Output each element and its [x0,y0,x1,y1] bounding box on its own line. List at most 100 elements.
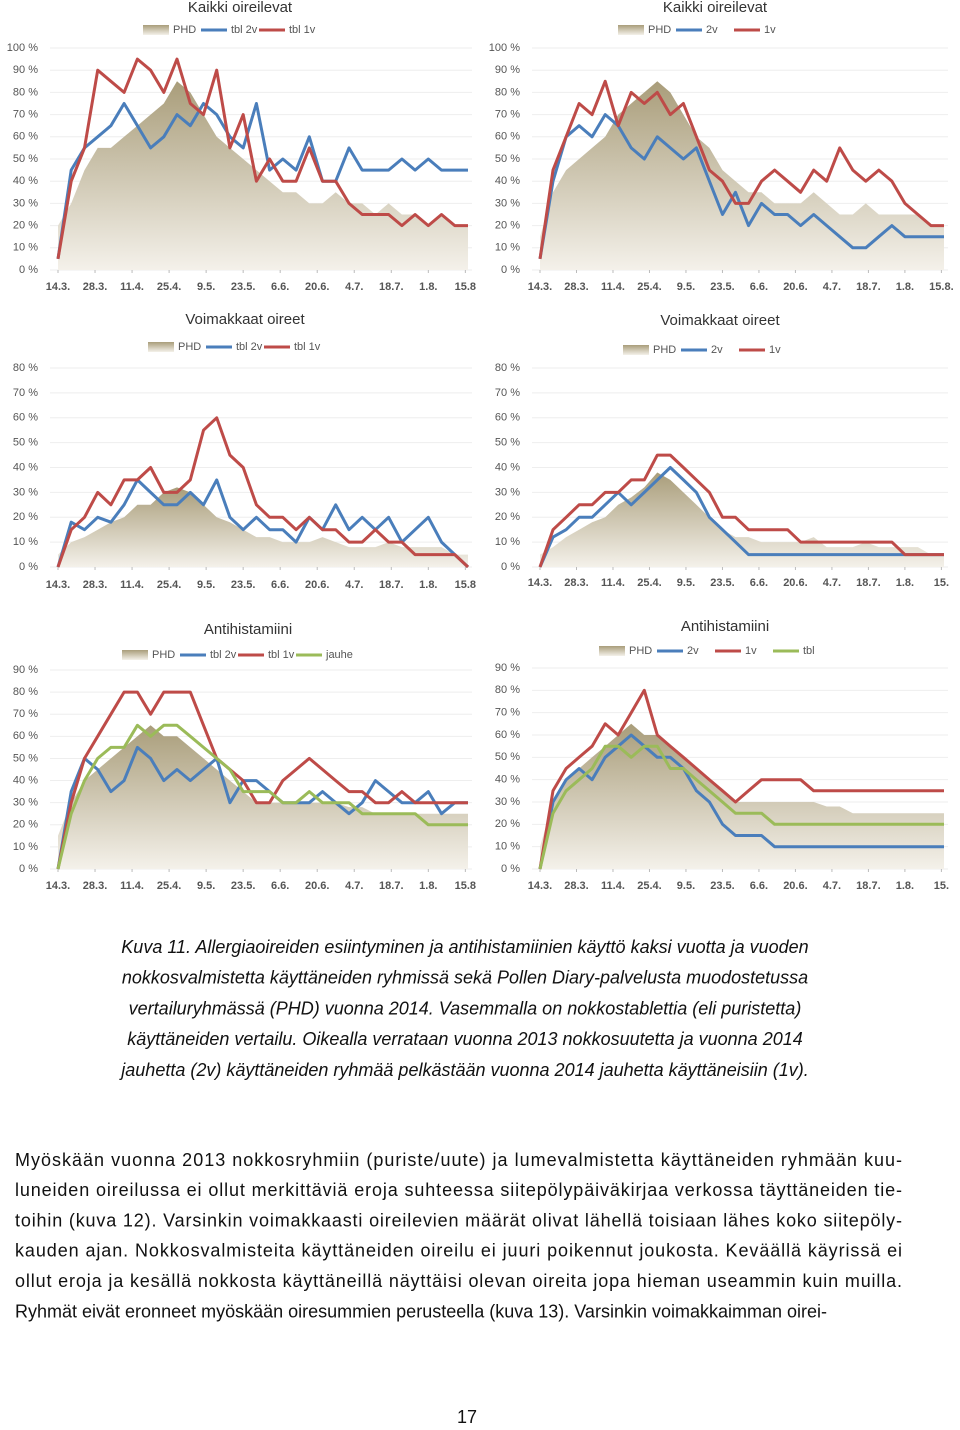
y-tick-label: 20 % [495,511,520,523]
y-tick-label: 30 % [495,197,520,209]
x-tick-label: 1.8. [896,880,914,892]
x-tick-label: 4.7. [345,281,363,293]
x-tick-label: 11.4. [120,281,144,293]
body-line: Ryhmät eivät eronneet myöskään oiresummi… [15,1301,827,1321]
x-tick-label: 20.6. [305,579,329,591]
y-tick-label: 10 % [495,536,520,548]
y-tick-label: 20 % [13,511,38,523]
x-tick-label: 11.4. [120,579,144,591]
y-tick-label: 10 % [13,536,38,548]
area [540,723,944,869]
legend-label: jauhe [325,649,353,661]
y-tick-label: 80 % [495,362,520,374]
x-tick-label: 1.8. [419,281,437,293]
x-tick-label: 15.8 [455,281,476,293]
y-tick-label: 30 % [495,796,520,808]
legend-label: PHD [629,645,652,657]
x-tick-label: 1.8. [419,579,437,591]
y-tick-label: 80 % [495,86,520,98]
y-tick-label: 10 % [13,841,38,853]
y-tick-label: 70 % [13,109,38,121]
caption-line: jauhetta (2v) käyttäneiden ryhmää pelkäs… [118,1060,808,1080]
y-tick-label: 60 % [13,730,38,742]
x-tick-label: 25.4. [637,880,661,892]
series-line [538,113,944,260]
x-tick-label: 20.6. [305,281,329,293]
y-tick-label: 20 % [13,220,38,232]
legend-label: PHD [178,341,201,353]
chart-title: Kaikki oireilevat [188,0,293,16]
x-tick-label: 11.4. [601,577,625,589]
series-line [538,79,944,260]
y-tick-label: 0 % [501,264,520,276]
series-line [538,688,944,870]
x-tick-label: 15.8 [455,579,476,591]
y-tick-label: 70 % [495,707,520,719]
x-tick-label: 23.5. [231,880,255,892]
x-tick-label: 25.4. [637,577,661,589]
x-tick-label: 4.7. [823,281,841,293]
page-number: 17 [457,1407,477,1427]
y-tick-label: 10 % [495,242,520,254]
x-tick-label: 23.5. [710,577,734,589]
y-tick-label: 80 % [13,686,38,698]
y-tick-label: 0 % [501,863,520,875]
x-tick-label: 23.5. [231,281,255,293]
legend-label: PHD [648,24,671,36]
legend-label: PHD [173,24,196,36]
x-tick-label: 4.7. [345,880,363,892]
x-tick-label: 28.3. [83,281,107,293]
area [58,487,468,567]
y-tick-label: 90 % [495,64,520,76]
series-line [538,466,944,568]
legend-swatch [122,650,148,660]
y-tick-label: 50 % [13,153,38,165]
legend-swatch [618,25,644,35]
legend-label: 1v [769,344,781,356]
x-tick-label: 9.5. [677,880,695,892]
x-tick-label: 14.3. [46,281,70,293]
caption-line: vertailuryhmässä (PHD) vuonna 2014. Vase… [129,998,802,1018]
x-tick-label: 6.6. [750,577,768,589]
y-tick-label: 90 % [13,64,38,76]
caption-line: nokkosvalmistetta käyttäneiden ryhmissä … [122,968,808,988]
area [540,472,944,567]
legend-label: tbl 2v [236,341,263,353]
x-tick-label: 18.7. [856,880,880,892]
y-tick-label: 50 % [495,153,520,165]
legend-label: PHD [152,649,175,661]
y-tick-label: 70 % [13,708,38,720]
y-tick-label: 40 % [495,175,520,187]
legend-swatch [599,646,625,656]
y-tick-label: 60 % [495,131,520,143]
series-line [56,416,470,569]
x-tick-label: 14.3. [46,880,70,892]
x-tick-label: 15.8. [929,281,953,293]
x-tick-label: 1.8. [419,880,437,892]
legend-label: tbl 1v [289,24,316,36]
x-tick-label: 6.6. [271,579,289,591]
y-tick-label: 20 % [495,818,520,830]
y-tick-label: 80 % [13,86,38,98]
x-tick-label: 28.3. [564,577,588,589]
x-tick-label: 20.6. [783,281,807,293]
series-line [56,57,468,260]
chart-title: Voimakkaat oireet [185,311,305,328]
y-tick-label: 40 % [13,175,38,187]
legend-label: 1v [745,645,757,657]
y-tick-label: 40 % [495,774,520,786]
x-tick-label: 11.4. [601,281,625,293]
y-tick-label: 0 % [19,863,38,875]
x-tick-label: 9.5. [197,880,215,892]
y-tick-label: 0 % [19,264,38,276]
y-tick-label: 20 % [13,819,38,831]
y-tick-label: 70 % [495,387,520,399]
x-tick-label: 9.5. [677,281,695,293]
x-tick-label: 20.6. [783,577,807,589]
y-tick-label: 100 % [489,42,520,54]
y-tick-label: 30 % [13,797,38,809]
y-tick-label: 60 % [13,412,38,424]
series-line [56,478,470,569]
legend-label: 1v [764,24,776,36]
y-tick-label: 40 % [13,774,38,786]
